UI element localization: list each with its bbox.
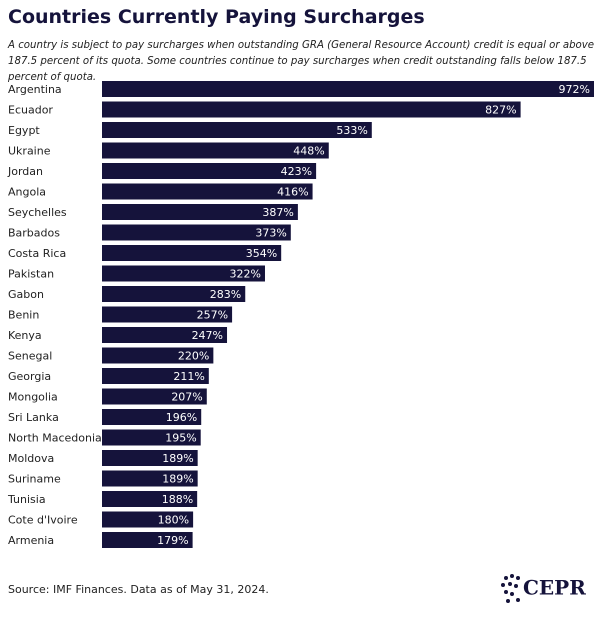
bar (102, 306, 233, 323)
logo-mark (501, 574, 520, 603)
value-label: 533% (336, 124, 367, 137)
value-label: 189% (162, 452, 193, 465)
category-label: Egypt (8, 124, 40, 137)
value-label: 207% (171, 391, 202, 404)
category-label: Sri Lanka (8, 411, 59, 424)
value-label: 416% (277, 186, 308, 199)
bar (102, 368, 209, 384)
category-label: Kenya (8, 329, 42, 342)
category-label: Barbados (8, 227, 60, 240)
category-label: Mongolia (8, 391, 58, 404)
bar (102, 511, 194, 528)
bar (102, 163, 317, 179)
bar (102, 101, 521, 118)
category-label: Tunisia (7, 493, 46, 506)
value-label: 220% (178, 350, 209, 363)
bar (102, 81, 594, 97)
category-label: Argentina (8, 83, 62, 96)
bar (102, 122, 372, 138)
bar (102, 224, 291, 241)
category-label: Senegal (8, 350, 52, 363)
category-label: Cote d'Ivoire (8, 514, 78, 527)
value-label: 827% (485, 104, 516, 117)
bar (102, 327, 228, 343)
value-label: 188% (162, 493, 193, 506)
source: Source: IMF Finances. Data as of May 31,… (8, 583, 269, 596)
bar (102, 245, 282, 261)
category-label: Moldova (8, 452, 54, 465)
value-label: 373% (255, 227, 286, 240)
category-label: Armenia (8, 534, 54, 547)
bar (102, 347, 214, 364)
value-label: 387% (262, 206, 293, 219)
value-label: 195% (165, 432, 196, 445)
bar (102, 265, 265, 282)
value-label: 283% (210, 288, 241, 301)
value-label: 448% (293, 145, 324, 158)
category-label: Ukraine (8, 145, 51, 158)
value-label: 247% (192, 329, 223, 342)
value-label: 322% (230, 268, 261, 281)
value-label: 972% (559, 83, 590, 96)
value-label: 423% (281, 165, 312, 178)
category-label: Seychelles (8, 206, 67, 219)
bar (102, 204, 298, 220)
category-label: Suriname (8, 473, 61, 486)
category-label: Ecuador (8, 104, 53, 117)
category-label: North Macedonia (8, 432, 102, 445)
bar (102, 183, 313, 200)
value-label: 257% (197, 309, 228, 322)
value-label: 180% (158, 514, 189, 527)
value-label: 179% (157, 534, 188, 547)
category-label: Angola (8, 186, 46, 199)
value-label: 354% (246, 247, 277, 260)
chart-subtitle: A country is subject to pay surcharges w… (8, 40, 595, 83)
value-label: 211% (173, 370, 204, 383)
category-label: Costa Rica (8, 247, 66, 260)
category-label: Pakistan (8, 268, 54, 281)
bar (102, 286, 246, 302)
category-label: Benin (8, 309, 39, 322)
chart-title: Countries Currently Paying Surcharges (8, 6, 425, 28)
bar (102, 470, 198, 487)
value-label: 196% (166, 411, 197, 424)
bar (102, 491, 198, 507)
bar (102, 532, 193, 548)
bar (102, 450, 198, 466)
category-label: Gabon (8, 288, 44, 301)
bar (102, 388, 207, 405)
category-label: Georgia (8, 370, 51, 383)
logo: CEPR (523, 576, 586, 600)
bar (102, 429, 201, 446)
bar (102, 142, 329, 159)
category-label: Jordan (7, 165, 43, 178)
value-label: 189% (162, 473, 193, 486)
bar (102, 409, 202, 425)
